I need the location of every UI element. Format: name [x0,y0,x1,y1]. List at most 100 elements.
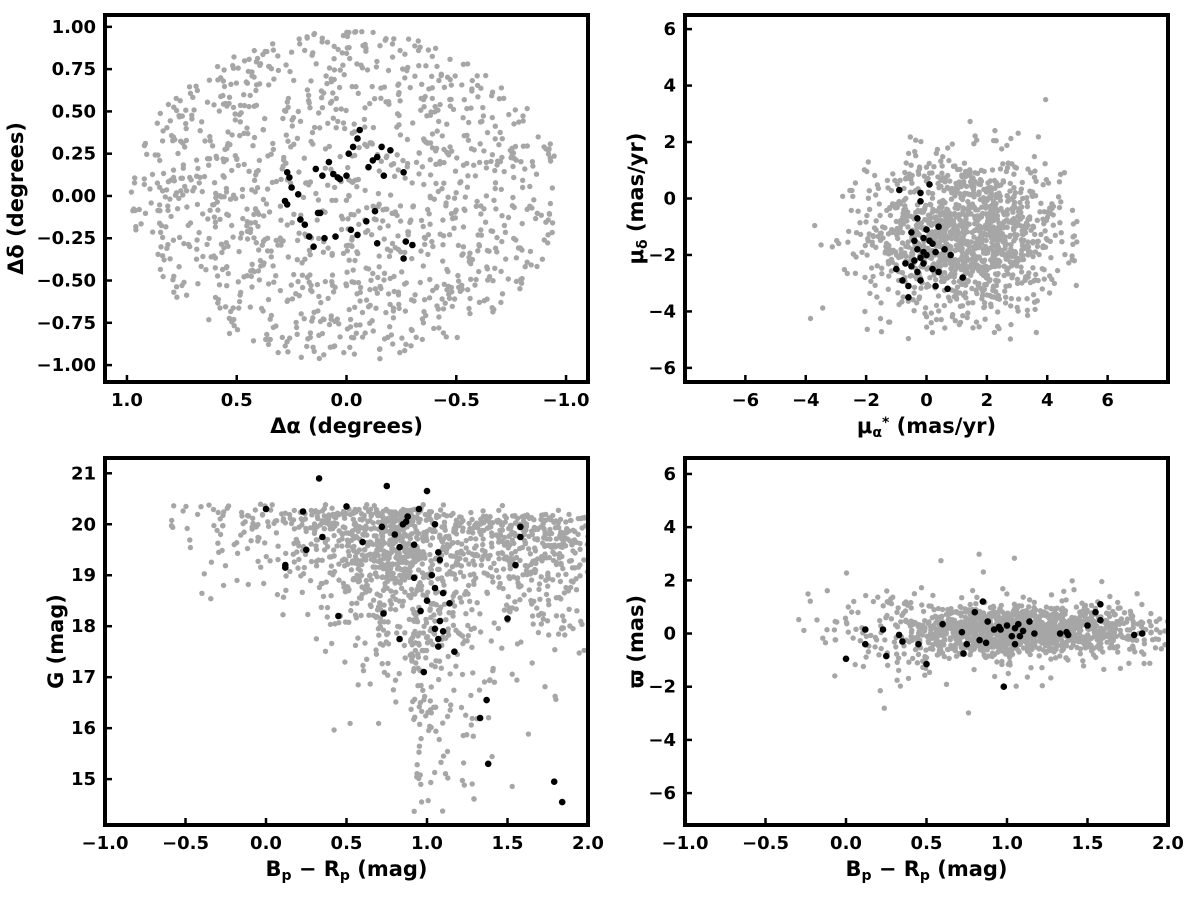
field-point [422,235,428,242]
field-point [1018,269,1025,275]
field-point [478,203,484,209]
field-point [561,590,568,596]
field-point [470,558,476,564]
field-point [375,545,382,552]
field-point [303,180,309,186]
field-point [476,687,483,693]
field-point [498,85,505,91]
field-point [498,299,504,306]
x-tick-label: −0.5 [162,833,209,854]
field-point [274,591,281,598]
field-point [381,277,387,283]
field-point [1029,192,1035,198]
field-point [179,282,185,289]
field-point [437,507,444,513]
field-point [459,82,465,88]
member-point [428,571,436,579]
member-point [332,233,339,240]
field-point [361,547,368,553]
field-point [553,518,559,525]
field-point [362,527,368,533]
field-point [254,55,261,62]
field-point [874,263,880,269]
field-point [418,799,425,805]
field-point [529,159,536,165]
field-point [529,660,535,666]
field-point [291,77,297,84]
field-point [163,224,169,230]
field-point [416,704,422,710]
field-point [1042,228,1048,234]
field-point [316,332,322,338]
field-point [1066,260,1072,266]
plot-area [796,551,1168,716]
field-point [355,250,361,257]
field-point [396,112,402,119]
field-point [499,502,506,509]
field-point [305,97,312,104]
field-point [959,303,966,309]
field-point [330,90,336,96]
field-point [988,203,994,209]
member-point [446,600,453,607]
field-point [325,120,331,127]
field-point [887,212,894,219]
field-point [212,224,219,230]
field-point [440,502,447,508]
field-point [1139,649,1145,655]
field-point [1126,660,1132,666]
field-point [307,252,313,258]
field-point [390,305,397,311]
field-point [425,206,431,213]
field-point [1039,665,1045,671]
field-point [1003,294,1009,300]
field-point [352,612,359,618]
field-point [305,92,312,99]
field-point [1051,280,1058,287]
field-point [423,63,429,69]
field-point [411,550,418,556]
field-point [553,613,560,619]
field-point [470,733,476,739]
x-axis-label: μα* (mas/yr) [857,414,996,441]
y-axis-label: μδ (mas/yr) [624,133,651,265]
field-point [385,99,392,105]
field-point [485,572,491,578]
field-point [229,132,235,138]
member-point [310,243,317,250]
field-point [441,523,447,529]
y-tick-label: 16 [71,718,96,739]
field-point [527,248,534,255]
field-point [952,318,958,324]
field-point [265,519,271,525]
field-point [431,325,437,332]
field-point [281,154,287,161]
field-point [465,582,472,589]
field-point [531,197,537,203]
field-point [522,166,528,172]
field-point [296,36,302,42]
field-point [364,502,370,508]
field-point [311,348,317,355]
field-point [167,118,173,124]
field-point [499,154,505,161]
field-point [953,293,959,299]
member-point [349,143,357,151]
field-point [977,181,984,188]
field-point [1048,592,1055,598]
field-point [408,297,415,303]
field-point [853,230,860,236]
field-point [427,526,433,533]
field-point [297,41,303,47]
field-point [416,749,422,755]
field-point [244,125,250,131]
member-point [517,523,524,531]
field-point [193,157,200,163]
field-point [415,640,422,647]
field-point [520,572,526,578]
field-point [350,577,356,583]
field-point [346,553,352,559]
field-point [415,38,421,44]
field-point [404,164,410,170]
field-point [251,103,257,109]
